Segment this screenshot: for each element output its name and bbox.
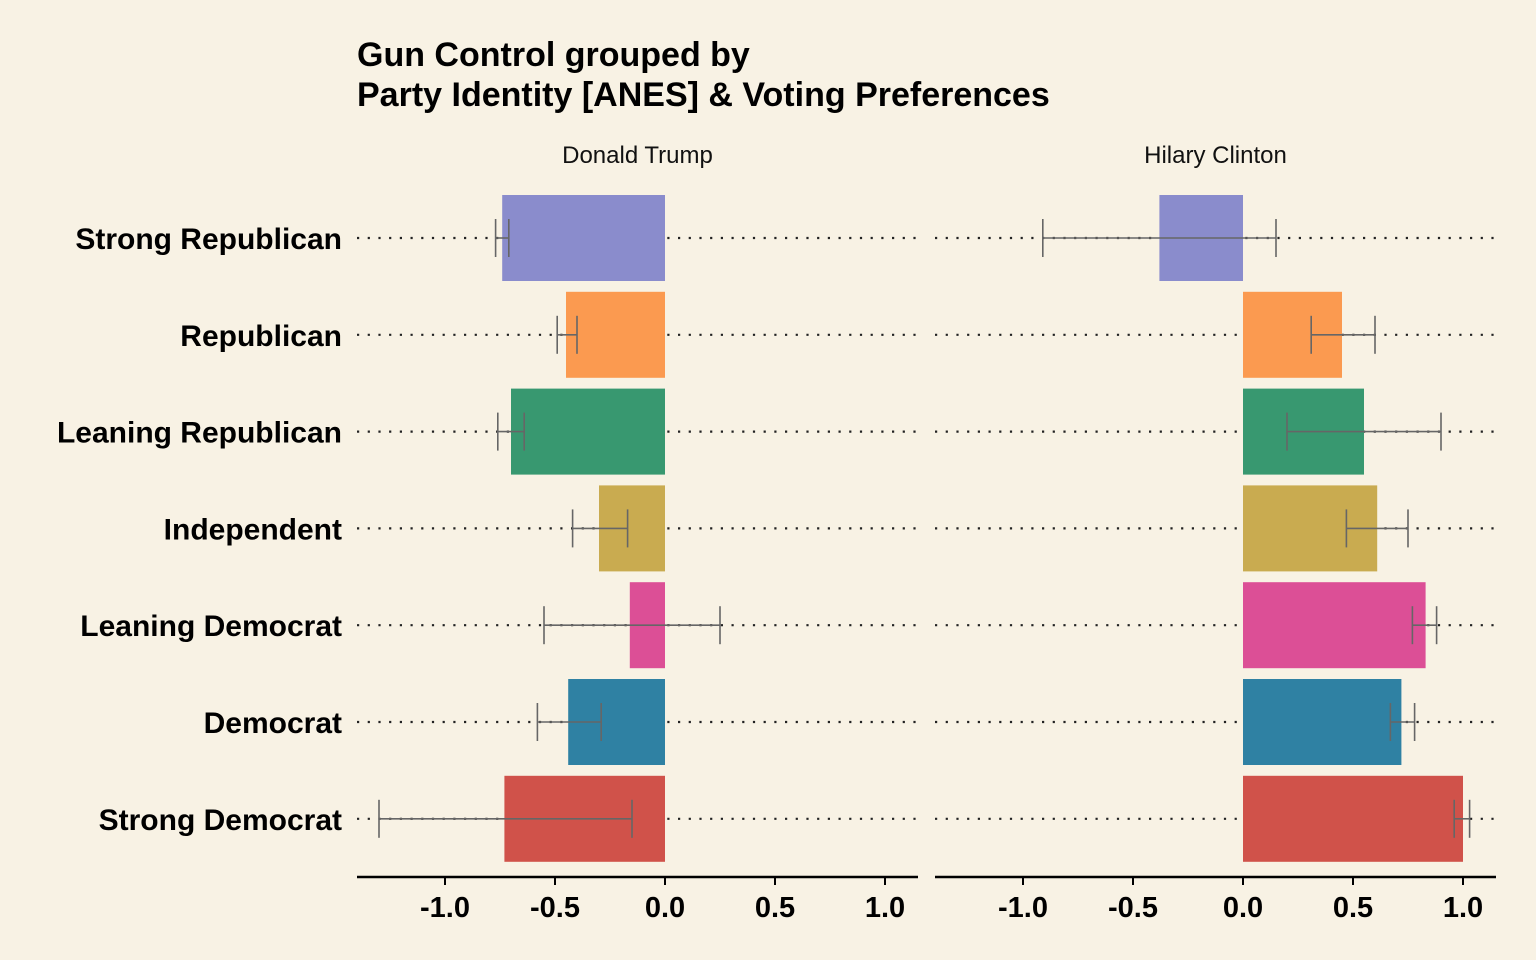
bar-strong-republican — [502, 195, 665, 281]
error-bar-leaning-republican — [496, 412, 526, 451]
x-tick-label: 1.0 — [865, 892, 905, 924]
x-tick-label: 0.5 — [755, 892, 795, 924]
x-axis: -1.0 -0.5 0.0 0.5 1.0 — [935, 875, 1496, 924]
bar-republican — [566, 291, 665, 378]
error-bar-democrat — [536, 703, 603, 741]
x-axis: -1.0 -0.5 0.0 0.5 1.0 — [357, 875, 918, 924]
chart-title-line-2: Party Identity [ANES] & Voting Preferenc… — [357, 76, 1050, 114]
error-bar-strong-republican — [1042, 219, 1277, 257]
error-bar-leaning-republican — [1286, 412, 1442, 451]
x-tick-label: 0.0 — [645, 892, 685, 924]
category-label-democrat: Democrat — [204, 707, 342, 740]
category-labels: Strong Republican Republican Leaning Repub… — [57, 223, 342, 837]
category-label-leaning-democrat: Leaning Democrat — [80, 610, 342, 643]
bar-democrat — [1243, 679, 1402, 765]
error-bar-strong-democrat — [378, 799, 633, 838]
facet-label: Donald Trump — [562, 142, 713, 169]
category-label-republican: Republican — [180, 320, 342, 353]
error-bar-strong-republican — [494, 219, 510, 257]
error-bar-republican — [556, 315, 578, 354]
error-bar-strong-democrat — [1453, 799, 1471, 838]
bar-strong-democrat — [1243, 775, 1463, 862]
x-tick-label: 0.0 — [1223, 892, 1263, 924]
category-label-strong-democrat: Strong Democrat — [99, 804, 342, 837]
chart-title: Gun Control grouped by Party Identity [A… — [357, 36, 1050, 114]
x-tick-label: -0.5 — [530, 892, 580, 924]
error-bar-independent — [1345, 509, 1409, 548]
x-tick-label: 1.0 — [1443, 892, 1483, 924]
category-label-strong-republican: Strong Republican — [75, 223, 342, 256]
error-bar-republican — [1310, 315, 1376, 354]
error-bar-democrat — [1389, 703, 1416, 741]
panel-hilary-clinton: Hilary Clinton -1.0 -0.5 0.0 0.5 1.0 — [935, 142, 1496, 924]
category-label-independent: Independent — [164, 513, 342, 546]
error-bar-independent — [571, 509, 629, 548]
chart-title-line-1: Gun Control grouped by — [357, 36, 750, 74]
error-bar-leaning-democrat — [1411, 606, 1438, 645]
facet-label: Hilary Clinton — [1144, 142, 1287, 169]
error-bar-leaning-democrat — [543, 606, 721, 645]
x-tick-label: 0.5 — [1333, 892, 1373, 924]
bar-leaning-democrat — [1243, 582, 1426, 669]
panel-donald-trump: Donald Trump -1.0 -0.5 0.0 0.5 1.0 — [357, 142, 918, 924]
x-tick-label: -1.0 — [998, 892, 1048, 924]
bar-leaning-republican — [511, 388, 665, 475]
x-tick-label: -0.5 — [1108, 892, 1158, 924]
x-tick-label: -1.0 — [420, 892, 470, 924]
category-label-leaning-republican: Leaning Republican — [57, 417, 342, 450]
